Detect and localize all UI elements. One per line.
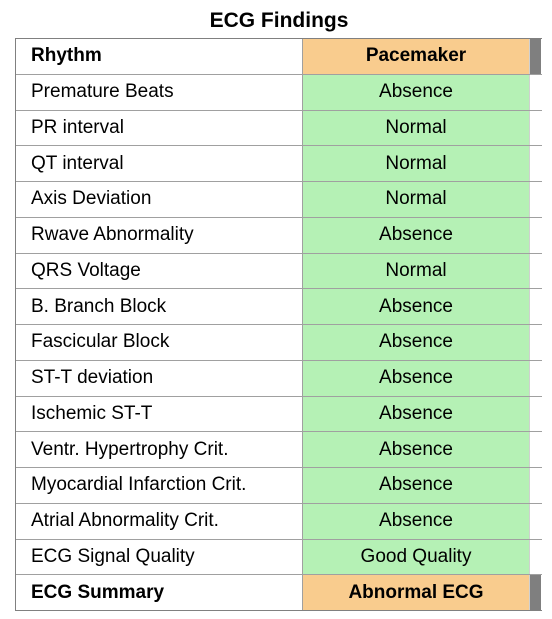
table-row: ST-T deviation Absence [16, 360, 542, 397]
table-row: Axis Deviation Normal [16, 182, 542, 218]
row-edge [529, 146, 541, 181]
table-row: Premature Beats Absence [16, 74, 542, 111]
row-label: ECG Signal Quality [16, 539, 303, 575]
row-edge [529, 360, 541, 396]
header-label: Rhythm [16, 39, 303, 74]
row-edge [529, 432, 541, 467]
row-value: Absence [303, 325, 529, 360]
header-row: Rhythm Pacemaker [16, 39, 542, 75]
row-edge [529, 396, 541, 432]
row-label: B. Branch Block [16, 289, 303, 324]
row-value: Normal [303, 253, 529, 289]
row-label: Ischemic ST-T [16, 396, 303, 432]
row-edge [529, 325, 541, 360]
row-edge [529, 110, 541, 146]
row-label: Axis Deviation [16, 182, 303, 217]
table-row: Fascicular Block Absence [16, 325, 542, 361]
table-row: Ventr. Hypertrophy Crit. Absence [16, 432, 542, 468]
summary-edge [529, 575, 541, 610]
table-row: QT interval Normal [16, 146, 542, 182]
row-edge [529, 182, 541, 217]
row-edge [529, 289, 541, 324]
row-value: Good Quality [303, 539, 529, 575]
row-label: PR interval [16, 110, 303, 146]
row-value: Absence [303, 503, 529, 539]
table-row: PR interval Normal [16, 110, 542, 147]
row-edge [529, 539, 541, 575]
row-value: Absence [303, 468, 529, 503]
table-row: ECG Signal Quality Good Quality [16, 539, 542, 576]
row-value: Absence [303, 217, 529, 253]
summary-label: ECG Summary [16, 575, 303, 610]
row-label: Fascicular Block [16, 325, 303, 360]
row-value: Absence [303, 289, 529, 324]
table-row: B. Branch Block Absence [16, 289, 542, 325]
row-value: Normal [303, 182, 529, 217]
row-value: Normal [303, 110, 529, 146]
row-edge [529, 253, 541, 289]
page-title: ECG Findings [209, 9, 349, 32]
summary-row: ECG Summary Abnormal ECG [16, 575, 542, 611]
row-edge [529, 74, 541, 110]
header-edge [529, 39, 541, 74]
row-edge [529, 468, 541, 503]
header-value: Pacemaker [303, 39, 529, 74]
findings-table: Rhythm Pacemaker Premature Beats Absence… [15, 38, 542, 611]
table-row: Atrial Abnormality Crit. Absence [16, 503, 542, 540]
table-row: Myocardial Infarction Crit. Absence [16, 468, 542, 504]
row-label: ST-T deviation [16, 360, 303, 396]
row-label: Atrial Abnormality Crit. [16, 503, 303, 539]
table-row: QRS Voltage Normal [16, 253, 542, 290]
row-label: Premature Beats [16, 74, 303, 110]
row-value: Absence [303, 432, 529, 467]
row-edge [529, 503, 541, 539]
row-label: QRS Voltage [16, 253, 303, 289]
table-row: Rwave Abnormality Absence [16, 217, 542, 254]
row-value: Absence [303, 360, 529, 396]
row-label: Rwave Abnormality [16, 217, 303, 253]
row-label: Ventr. Hypertrophy Crit. [16, 432, 303, 467]
row-label: QT interval [16, 146, 303, 181]
row-edge [529, 217, 541, 253]
summary-value: Abnormal ECG [303, 575, 529, 610]
row-value: Absence [303, 396, 529, 432]
row-value: Absence [303, 74, 529, 110]
row-label: Myocardial Infarction Crit. [16, 468, 303, 503]
table-row: Ischemic ST-T Absence [16, 396, 542, 433]
row-value: Normal [303, 146, 529, 181]
